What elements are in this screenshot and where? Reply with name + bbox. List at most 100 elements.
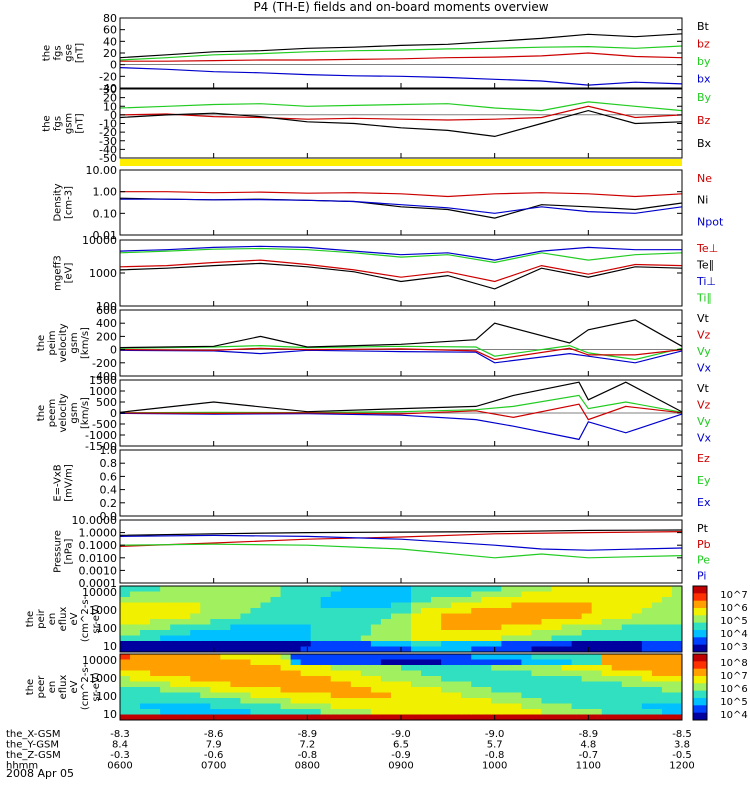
heatmap-cell <box>330 608 342 614</box>
heatmap-cell <box>671 641 683 647</box>
heatmap-cell <box>641 665 653 671</box>
heatmap-cell <box>370 624 382 631</box>
heatmap-cell <box>390 597 402 603</box>
heatmap-cell <box>611 665 623 671</box>
heatmap-cell <box>290 602 302 609</box>
heatmap-cell <box>140 665 151 671</box>
heatmap-cell <box>431 641 442 647</box>
heatmap-cell <box>300 692 312 699</box>
heatmap-cell <box>571 630 583 636</box>
series-line <box>119 531 683 547</box>
heatmap-cell <box>290 597 302 603</box>
y-tick-label: 10 <box>103 100 117 113</box>
colorbar-segment <box>693 586 707 594</box>
heatmap-cell <box>481 624 492 631</box>
heatmap-cell <box>441 591 452 598</box>
heatmap-cell <box>160 676 171 682</box>
heatmap-cell <box>360 597 372 603</box>
heatmap-cell <box>320 681 332 688</box>
legend-entry: bz <box>697 38 710 51</box>
heatmap-cell <box>180 641 191 647</box>
heatmap-cell <box>310 665 322 671</box>
ephemeris-label: the_X-GSM <box>6 729 60 740</box>
heatmap-cell <box>360 681 372 688</box>
heatmap-cell <box>260 714 272 721</box>
heatmap-cell <box>350 692 362 699</box>
legend-entry: Vt <box>697 312 710 325</box>
heatmap-cell <box>240 619 251 625</box>
heatmap-cell <box>330 692 342 699</box>
heatmap-cell <box>150 709 161 715</box>
heatmap-cell <box>140 676 151 682</box>
heatmap-cell <box>260 681 272 688</box>
heatmap-cell <box>300 654 312 660</box>
heatmap-cell <box>190 635 201 642</box>
heatmap-cell <box>140 703 151 710</box>
heatmap-cell <box>421 698 432 704</box>
y-tick-label: -500 <box>92 418 117 431</box>
heatmap-cell <box>551 608 563 614</box>
heatmap-cell <box>581 624 593 631</box>
heatmap-cell <box>621 709 633 715</box>
heatmap-cell <box>541 602 553 609</box>
heatmap-cell <box>190 692 201 699</box>
heatmap-cell <box>441 608 452 614</box>
heatmap-cell <box>611 641 623 647</box>
ephemeris-value: 3.8 <box>674 740 690 751</box>
heatmap-cell <box>250 654 261 660</box>
heatmap-cell <box>390 687 402 693</box>
heatmap-cell <box>421 602 432 609</box>
legend-entry: By <box>697 91 712 104</box>
heatmap-cell <box>210 641 221 647</box>
heatmap-cell <box>521 659 532 666</box>
heatmap-cell <box>170 714 181 721</box>
heatmap-cell <box>471 608 482 614</box>
panel-bg <box>120 310 682 376</box>
heatmap-cell <box>260 654 272 660</box>
heatmap-cell <box>561 665 573 671</box>
heatmap-cell <box>350 591 362 598</box>
heatmap-cell <box>180 670 191 677</box>
heatmap-cell <box>200 709 211 715</box>
heatmap-cell <box>551 714 563 721</box>
heatmap-cell <box>611 692 623 699</box>
heatmap-cell <box>290 714 302 721</box>
heatmap-cell <box>230 635 241 642</box>
heatmap-cell <box>581 591 593 598</box>
heatmap-cell <box>220 681 231 688</box>
heatmap-cell <box>511 692 522 699</box>
series-line <box>119 259 683 283</box>
heatmap-cell <box>280 681 292 688</box>
heatmap-cell <box>601 591 613 598</box>
heatmap-cell <box>471 619 482 625</box>
heatmap-cell <box>401 676 412 682</box>
heatmap-cell <box>561 698 573 704</box>
heatmap-cell <box>130 709 141 715</box>
heatmap-cell <box>471 654 482 660</box>
y-tick-label: 20 <box>103 47 117 60</box>
y-axis-label: Pressure <box>53 530 64 573</box>
heatmap-cell <box>170 591 181 598</box>
heatmap-cell <box>421 714 432 721</box>
heatmap-cell <box>571 665 583 671</box>
ephemeris-value: -0.8 <box>485 750 505 761</box>
heatmap-cell <box>431 635 442 642</box>
y-axis-label: en <box>47 681 58 694</box>
heatmap-cell <box>160 681 171 688</box>
heatmap-cell <box>571 646 583 653</box>
ephemeris-value: -0.7 <box>579 750 599 761</box>
heatmap-cell <box>130 670 141 677</box>
heatmap-cell <box>471 665 482 671</box>
heatmap-cell <box>200 586 211 592</box>
heatmap-cell <box>310 676 322 682</box>
heatmap-cell <box>260 709 272 715</box>
heatmap-cell <box>481 597 492 603</box>
heatmap-cell <box>481 586 492 592</box>
heatmap-cell <box>210 613 221 620</box>
heatmap-cell <box>481 602 492 609</box>
heatmap-cell <box>611 670 623 677</box>
heatmap-cell <box>441 676 452 682</box>
